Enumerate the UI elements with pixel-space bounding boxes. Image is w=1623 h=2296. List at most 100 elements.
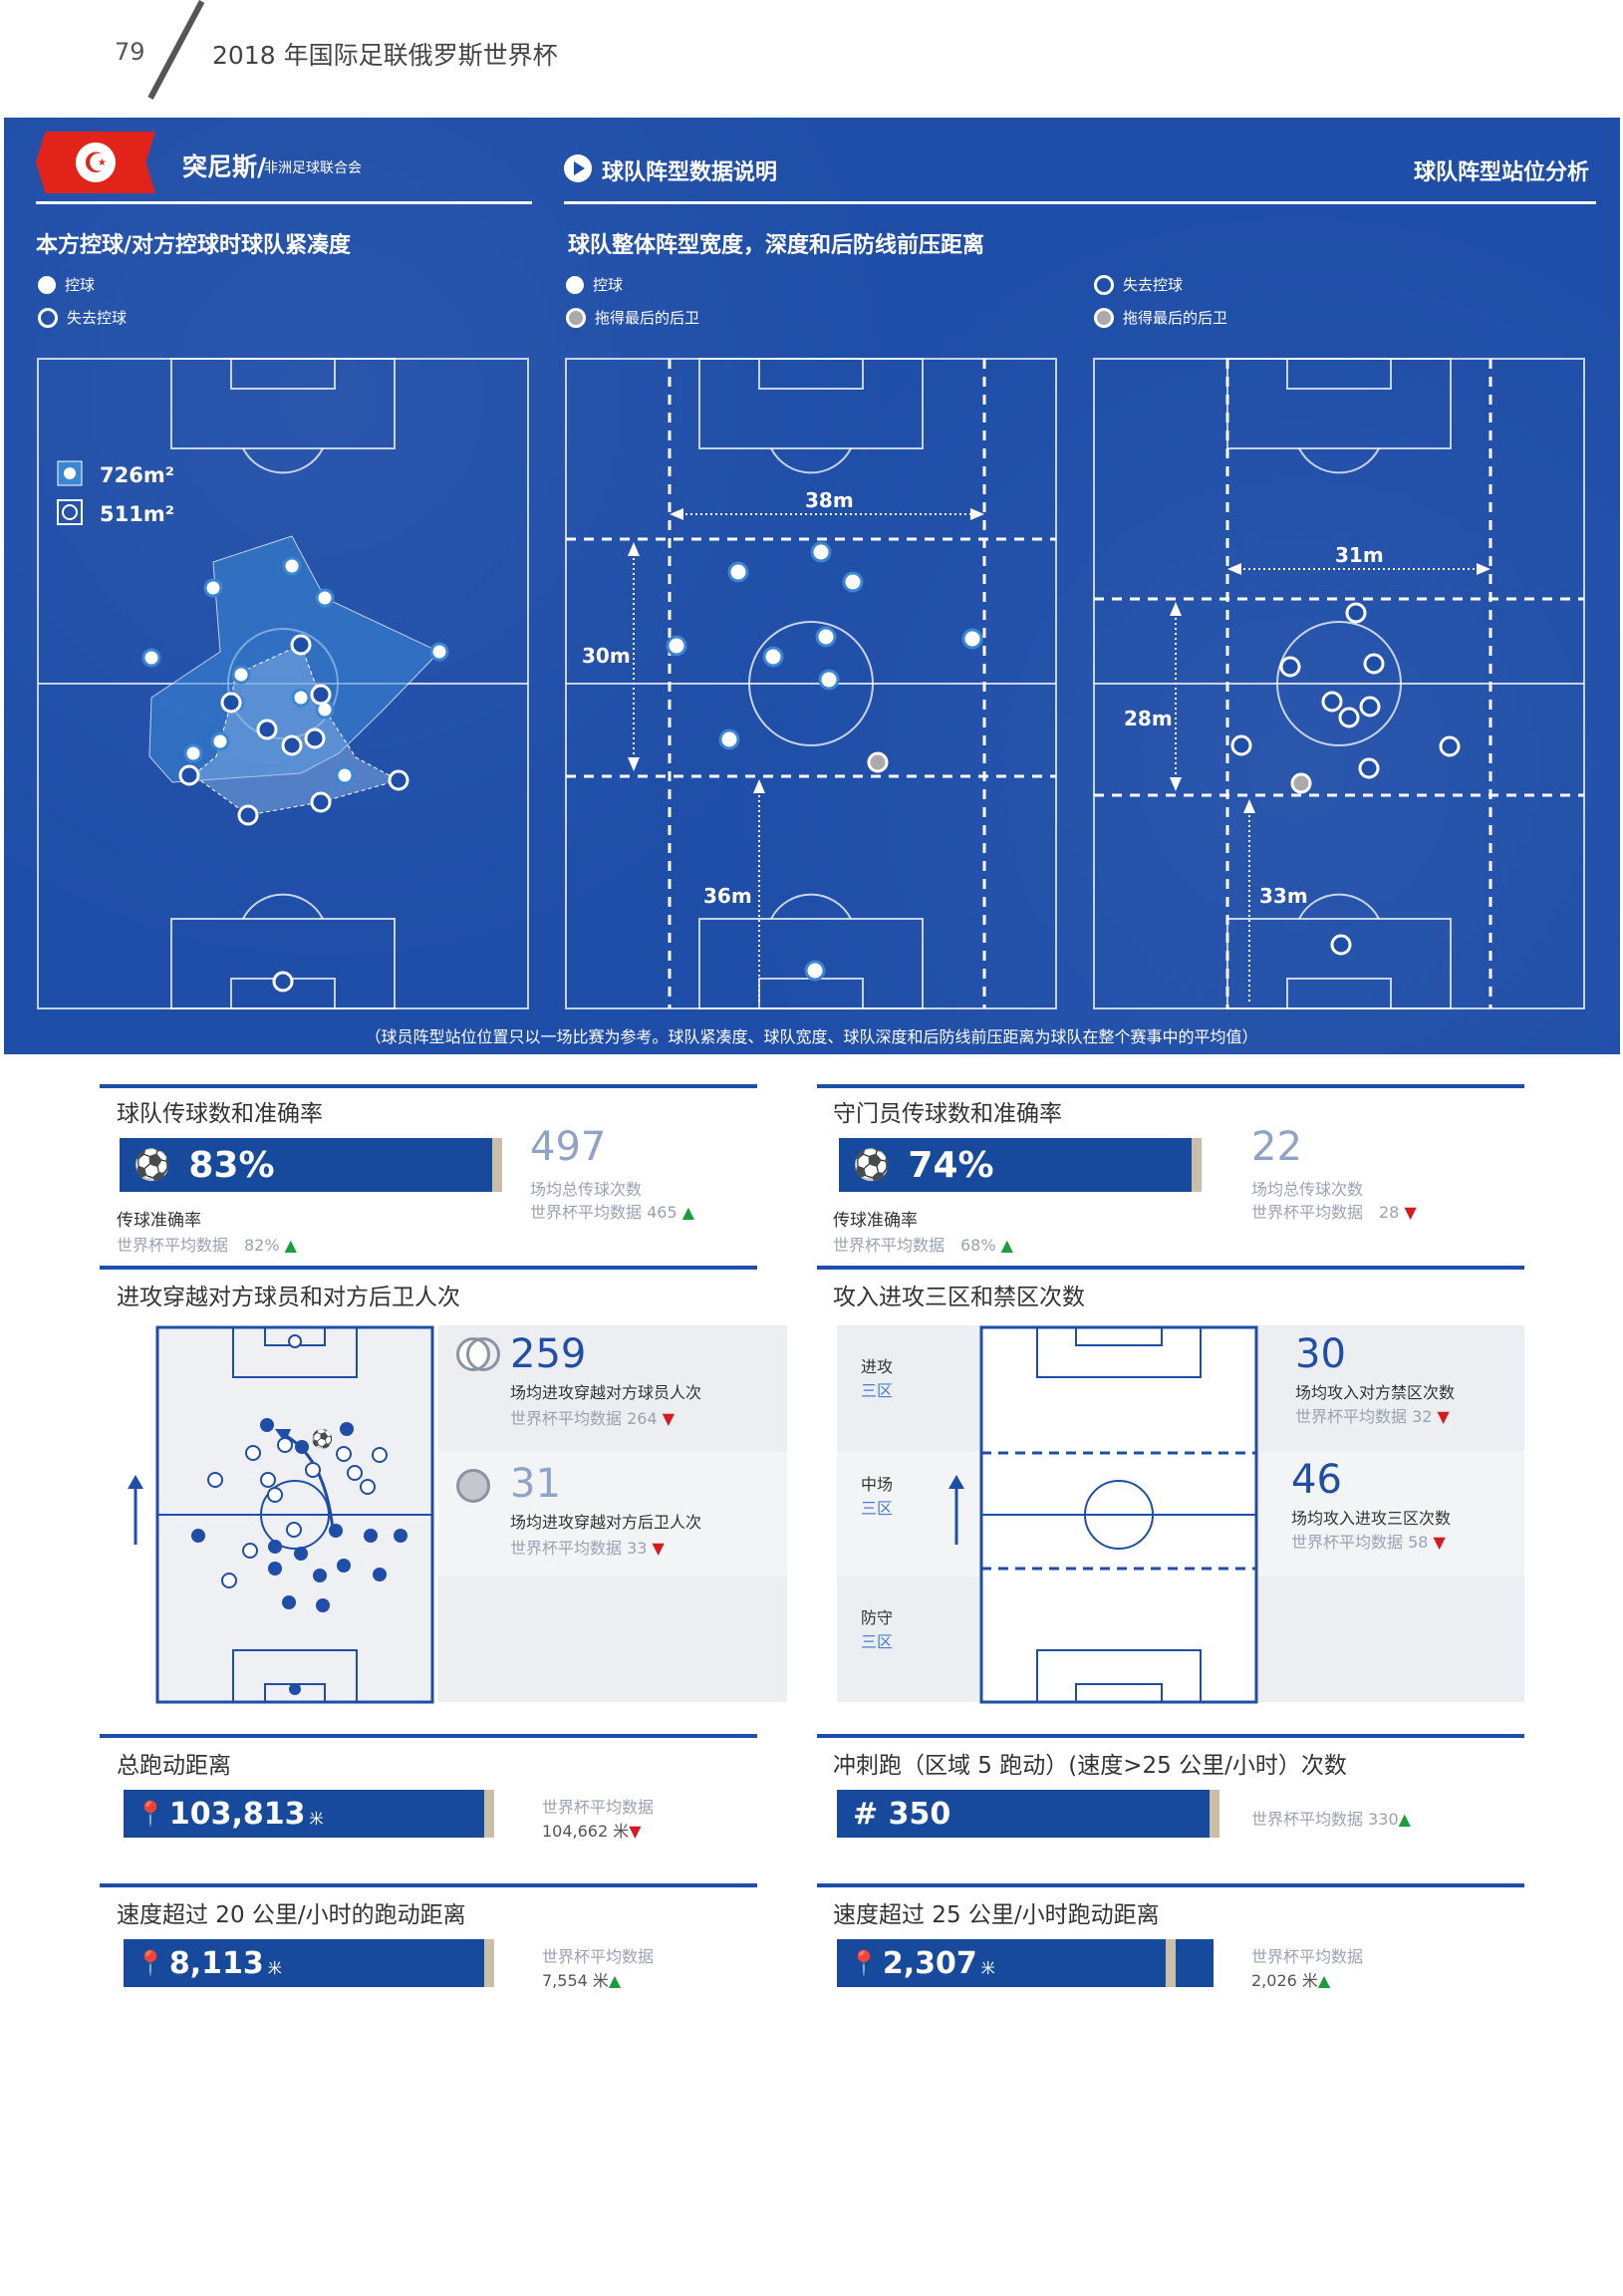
shape-title: 球队整体阵型宽度，深度和后防线前压距离 bbox=[568, 233, 985, 258]
gk-accuracy-label: 传球准确率 bbox=[833, 1211, 918, 1231]
over20-title: 速度超过 20 公里/小时的跑动距离 bbox=[117, 1902, 466, 1928]
defensive-third-label: 防守 三区 bbox=[861, 1608, 894, 1651]
third-entries-label: 场均攻入进攻三区次数 bbox=[1291, 1509, 1452, 1528]
over25-avg-label: 世界杯平均数据 bbox=[1251, 1947, 1364, 1966]
formation-analysis-title: 球队阵型站位分析 bbox=[1413, 160, 1589, 185]
attacking-third-label: 进攻 三区 bbox=[861, 1357, 894, 1400]
grey-dot-icon bbox=[566, 307, 586, 328]
header-slash-divider bbox=[147, 0, 205, 100]
team-passing-total-label: 场均总传球次数 bbox=[530, 1180, 643, 1199]
right-width-label: 31m bbox=[1335, 543, 1384, 567]
formation-band bbox=[4, 118, 1620, 1054]
over25-value: 2,307 bbox=[882, 1945, 977, 1981]
open-dot-icon bbox=[1094, 274, 1114, 295]
box-entries-avg: 世界杯平均数据 32 ▼ bbox=[1295, 1407, 1450, 1426]
mid-line-height-label: 36m bbox=[703, 884, 752, 908]
team-passing-accuracy-bar: ⚽ 83% bbox=[120, 1138, 502, 1192]
line-break-players-label: 场均进攻穿越对方球员人次 bbox=[510, 1383, 702, 1402]
team-name: 突尼斯/ bbox=[182, 152, 267, 181]
play-icon[interactable] bbox=[564, 154, 592, 182]
shape-pitch-defending: 31m 28m 33m bbox=[1093, 358, 1585, 1009]
line-break-players-avg: 世界杯平均数据 264 ▼ bbox=[510, 1409, 676, 1428]
over25-divider bbox=[817, 1883, 1524, 1887]
sprints-divider bbox=[817, 1734, 1524, 1738]
band-underline-left bbox=[36, 201, 532, 204]
legend-possession-mid: 控球 bbox=[566, 274, 623, 295]
open-dot-icon bbox=[38, 307, 58, 328]
location-pin-icon: 📍 bbox=[849, 1949, 879, 1977]
legend-last-defender-mid: 拖得最后的后卫 bbox=[566, 307, 699, 328]
ball-icon: ⚽ bbox=[853, 1147, 891, 1183]
gk-passing-divider bbox=[817, 1084, 1524, 1088]
right-line-height-label: 33m bbox=[1259, 884, 1308, 908]
shape-pitch: 38m 30m 36m bbox=[565, 358, 1057, 1009]
over25-avg-value: 2,026 米▲ bbox=[1251, 1971, 1331, 1990]
distance-avg-value: 104,662 米▼ bbox=[542, 1822, 642, 1841]
formation-explain-link[interactable]: 球队阵型数据说明 bbox=[602, 160, 778, 185]
over20-avg-label: 世界杯平均数据 bbox=[542, 1947, 655, 1966]
team-confederation: 非洲足球联合会 bbox=[264, 160, 362, 176]
band-footnote: （球员阵型站位位置只以一场比赛为参考。球队紧凑度、球队宽度、球队深度和后防线前压… bbox=[365, 1027, 1258, 1046]
distance-title: 总跑动距离 bbox=[117, 1753, 231, 1779]
over20-avg-value: 7,554 米▲ bbox=[542, 1971, 622, 1990]
team-passing-accuracy: 83% bbox=[188, 1144, 275, 1186]
sprints-title: 冲刺跑（区域 5 跑动）(速度>25 公里/小时）次数 bbox=[833, 1753, 1347, 1779]
band-underline-right bbox=[564, 201, 1596, 204]
line-breaks-pitch: ⚽ bbox=[128, 1325, 434, 1704]
gk-passing-title: 守门员传球数和准确率 bbox=[833, 1101, 1062, 1127]
location-pin-icon: 📍 bbox=[135, 1800, 165, 1828]
over25-bar: 📍 2,307 米 bbox=[837, 1939, 1214, 1987]
area-in-possession: 726m² bbox=[100, 463, 174, 487]
grey-dot-icon bbox=[1094, 307, 1114, 328]
gk-passing-accuracy-bar: ⚽ 74% bbox=[839, 1138, 1202, 1192]
legend-lost-possession-right: 失去控球 bbox=[1094, 274, 1183, 295]
area-out-possession: 511m² bbox=[100, 502, 174, 526]
thirds-divider bbox=[817, 1266, 1524, 1270]
line-break-players-value: 259 bbox=[510, 1331, 587, 1377]
over20-bar: 📍 8,113 米 bbox=[124, 1939, 494, 1987]
middle-third-label: 中场 三区 bbox=[861, 1475, 894, 1518]
line-breaks-divider bbox=[100, 1266, 757, 1270]
distance-bar: 📍 103,813 米 bbox=[124, 1790, 494, 1838]
team-accuracy-label: 传球准确率 bbox=[117, 1211, 201, 1231]
gk-passing-total-label: 场均总传球次数 bbox=[1251, 1180, 1364, 1199]
distance-avg-label: 世界杯平均数据 bbox=[542, 1798, 655, 1817]
box-entries-label: 场均攻入对方禁区次数 bbox=[1295, 1383, 1456, 1402]
distance-value: 103,813 bbox=[168, 1796, 306, 1832]
line-break-defenders-icon bbox=[456, 1469, 490, 1503]
team-accuracy-avg: 世界杯平均数据 82% ▲ bbox=[117, 1236, 297, 1255]
third-entries-value: 46 bbox=[1291, 1457, 1342, 1503]
legend-lost-possession: 失去控球 bbox=[38, 307, 127, 328]
document-title: 2018 年国际足联俄罗斯世界杯 bbox=[212, 41, 558, 70]
legend-last-defender-right: 拖得最后的后卫 bbox=[1094, 307, 1227, 328]
legend-possession: 控球 bbox=[38, 274, 95, 295]
compactness-title: 本方控球/对方控球时球队紧凑度 bbox=[36, 233, 352, 258]
over25-title: 速度超过 25 公里/小时跑动距离 bbox=[833, 1902, 1160, 1928]
filled-dot-icon bbox=[38, 275, 56, 294]
distance-divider bbox=[100, 1734, 757, 1738]
line-break-defenders-avg: 世界杯平均数据 33 ▼ bbox=[510, 1539, 665, 1558]
box-entries-value: 30 bbox=[1295, 1331, 1346, 1377]
thirds-title: 攻入进攻三区和禁区次数 bbox=[833, 1285, 1085, 1310]
mid-width-label: 38m bbox=[805, 488, 854, 512]
sprints-value: # 350 bbox=[853, 1796, 951, 1832]
gk-passing-total-avg: 世界杯平均数据 28 ▼ bbox=[1251, 1203, 1417, 1222]
third-entries-avg: 世界杯平均数据 58 ▼ bbox=[1291, 1533, 1446, 1552]
team-passing-divider bbox=[100, 1084, 757, 1088]
ball-icon: ⚽ bbox=[134, 1147, 171, 1183]
filled-dot-icon bbox=[566, 275, 584, 294]
over20-value: 8,113 bbox=[168, 1945, 264, 1981]
gk-passing-accuracy: 74% bbox=[908, 1144, 994, 1186]
over20-divider bbox=[100, 1883, 757, 1887]
gk-accuracy-avg: 世界杯平均数据 68% ▲ bbox=[833, 1236, 1013, 1255]
line-break-defenders-value: 31 bbox=[510, 1461, 561, 1507]
sprints-bar: # 350 bbox=[837, 1790, 1219, 1838]
line-break-defenders-label: 场均进攻穿越对方后卫人次 bbox=[510, 1513, 702, 1532]
thirds-pitch bbox=[948, 1325, 1258, 1704]
mid-depth-label: 30m bbox=[582, 644, 631, 668]
team-passing-total-avg: 世界杯平均数据 465 ▲ bbox=[530, 1203, 695, 1222]
right-depth-label: 28m bbox=[1124, 707, 1173, 730]
team-passing-total: 497 bbox=[530, 1124, 607, 1170]
location-pin-icon: 📍 bbox=[135, 1949, 165, 1977]
line-breaks-title: 进攻穿越对方球员和对方后卫人次 bbox=[117, 1285, 460, 1310]
